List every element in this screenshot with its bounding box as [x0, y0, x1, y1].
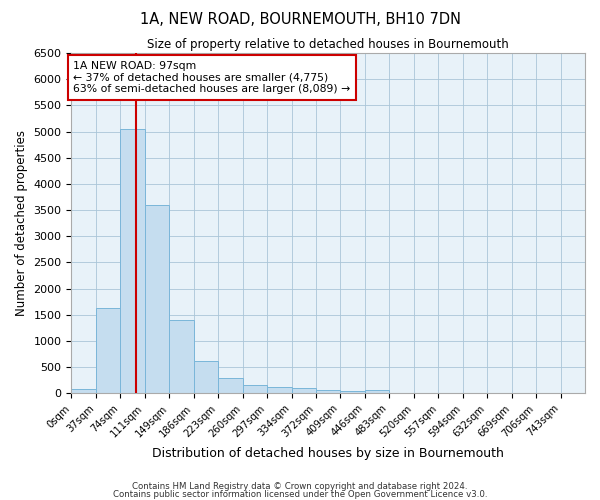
Bar — [267, 387, 292, 394]
Title: Size of property relative to detached houses in Bournemouth: Size of property relative to detached ho… — [148, 38, 509, 51]
Bar — [316, 390, 340, 394]
Text: Contains public sector information licensed under the Open Government Licence v3: Contains public sector information licen… — [113, 490, 487, 499]
Bar — [169, 320, 194, 394]
Bar — [218, 378, 242, 394]
Bar — [292, 388, 316, 394]
Text: 1A, NEW ROAD, BOURNEMOUTH, BH10 7DN: 1A, NEW ROAD, BOURNEMOUTH, BH10 7DN — [139, 12, 461, 28]
Bar — [145, 205, 169, 394]
Bar — [194, 361, 218, 394]
Bar — [340, 391, 365, 394]
Bar — [242, 385, 267, 394]
Bar — [96, 308, 121, 394]
X-axis label: Distribution of detached houses by size in Bournemouth: Distribution of detached houses by size … — [152, 447, 504, 460]
Text: Contains HM Land Registry data © Crown copyright and database right 2024.: Contains HM Land Registry data © Crown c… — [132, 482, 468, 491]
Y-axis label: Number of detached properties: Number of detached properties — [15, 130, 28, 316]
Bar — [121, 129, 145, 394]
Text: 1A NEW ROAD: 97sqm
← 37% of detached houses are smaller (4,775)
63% of semi-deta: 1A NEW ROAD: 97sqm ← 37% of detached hou… — [73, 61, 350, 94]
Bar — [71, 390, 96, 394]
Bar — [365, 390, 389, 394]
